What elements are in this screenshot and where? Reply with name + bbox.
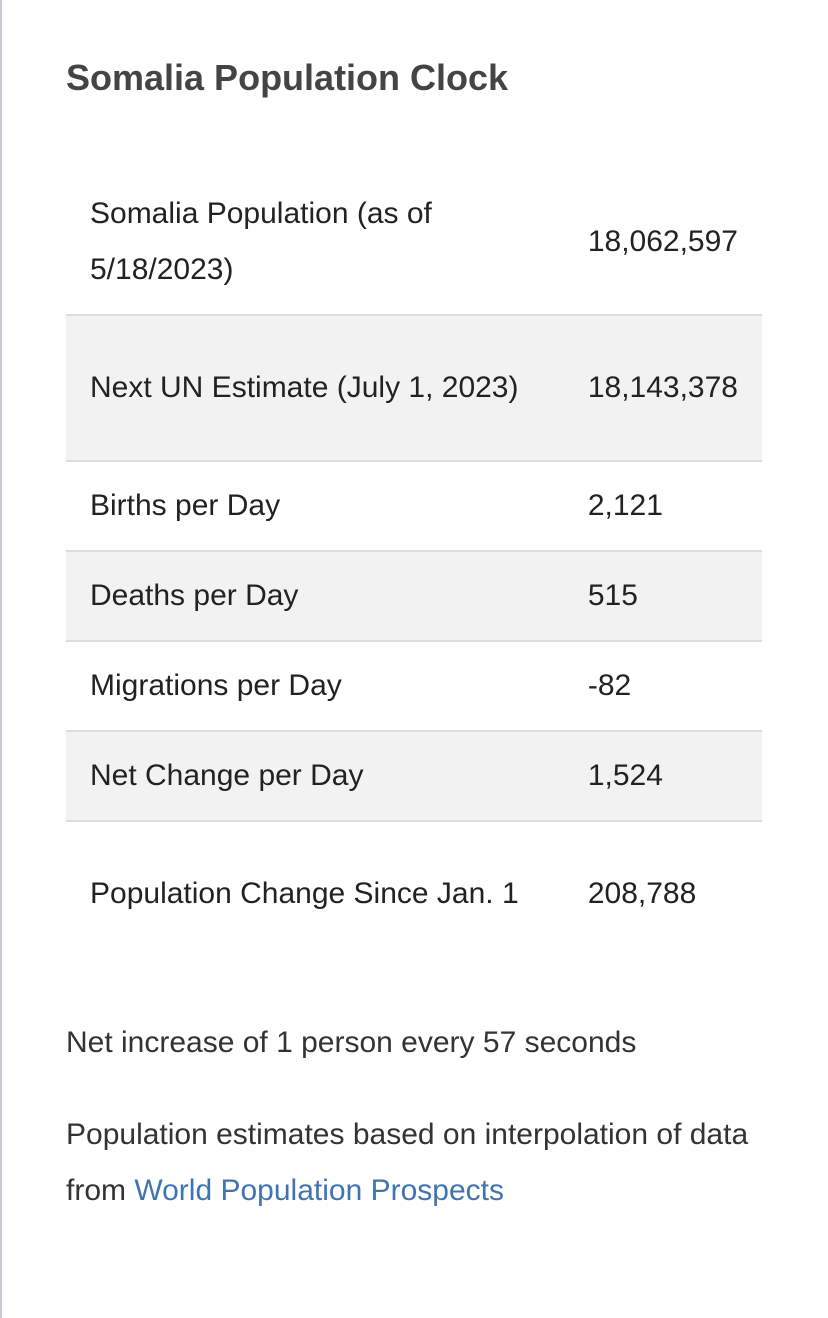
table-row-next-un-estimate: Next UN Estimate (July 1, 2023) 18,143,3… [66,315,762,461]
row-value: 18,062,597 [587,225,738,258]
table-row-change-since-jan: Population Change Since Jan. 1 208,788 [66,821,762,966]
row-value: 2,121 [587,489,663,522]
table-row-migrations: Migrations per Day -82 [66,641,762,731]
row-label: Population Change Since Jan. 1 [90,877,519,910]
row-value: -82 [587,669,632,702]
population-clock-table: Somalia Population (as of 5/18/2023) 18,… [66,170,762,966]
row-label: Migrations per Day [90,669,342,702]
panel-title: Somalia Population Clock [66,57,509,98]
source-note: Population estimates based on interpolat… [66,1107,762,1219]
row-value: 18,143,378 [587,371,738,404]
net-increase-note: Net increase of 1 person every 57 second… [66,1026,637,1059]
table-row-deaths: Deaths per Day 515 [66,551,762,641]
row-label: Next UN Estimate (July 1, 2023) [90,371,519,404]
row-label: Net Change per Day [90,759,364,792]
row-value: 208,788 [587,877,697,910]
source-prefix: Population estimates based on interpolat… [66,1118,749,1207]
page-left-border [0,0,2,1318]
table-row-net-change: Net Change per Day 1,524 [66,731,762,821]
row-value: 1,524 [587,759,663,792]
table-row-current-population: Somalia Population (as of 5/18/2023) 18,… [66,170,762,315]
row-label: Deaths per Day [90,579,299,612]
row-value: 515 [587,579,638,612]
world-population-prospects-link[interactable]: World Population Prospects [134,1174,504,1207]
row-label: Births per Day [90,489,281,522]
table-row-births: Births per Day 2,121 [66,461,762,551]
row-label: Somalia Population (as of 5/18/2023) [90,197,432,286]
